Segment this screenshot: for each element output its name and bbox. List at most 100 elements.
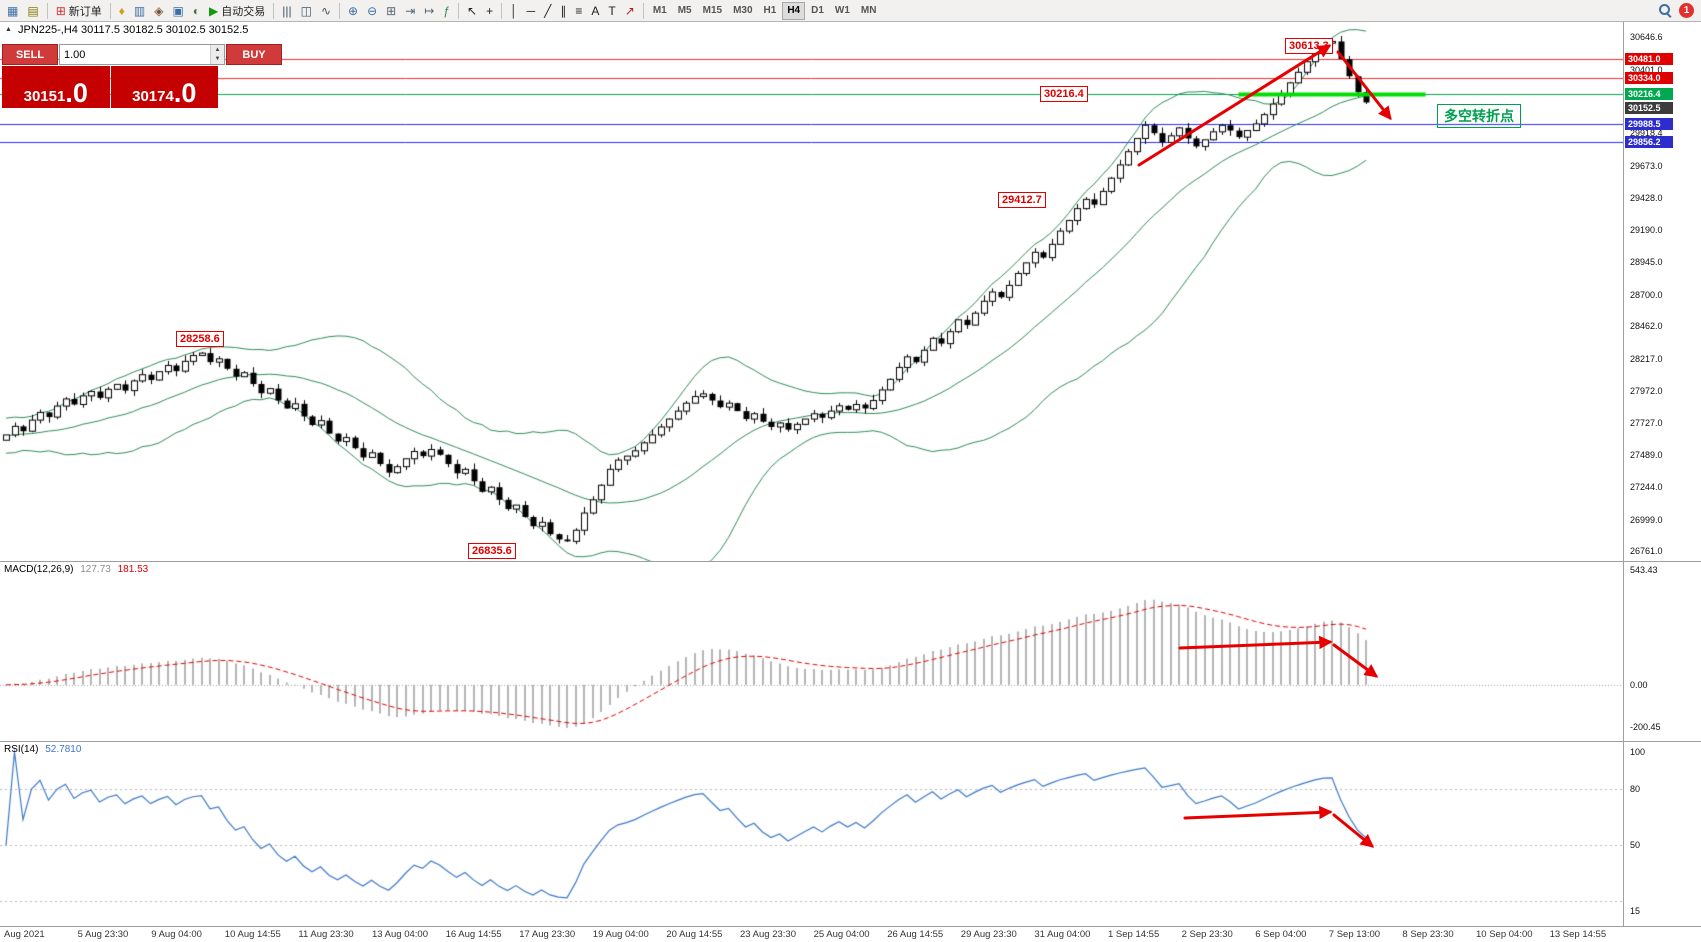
timeframe-m1-button[interactable]: M1 (648, 2, 672, 20)
macd-value-signal: 181.53 (117, 564, 149, 575)
price-annotation[interactable]: 28258.6 (176, 331, 224, 347)
sell-button[interactable]: SELL (2, 44, 58, 65)
crosshair-button[interactable]: + (482, 1, 497, 20)
macd-indicator-label: MACD(12,26,9) 127.73 181.53 (4, 564, 148, 575)
symbol-dropdown-arrow[interactable]: ▲ (5, 26, 12, 33)
equidistant-channel-icon: ∥ (560, 3, 567, 18)
time-axis-label: 11 Aug 23:30 (298, 929, 354, 940)
zoom-in-icon: ⊕ (348, 3, 359, 18)
navigator-button[interactable]: ◈ (150, 1, 167, 20)
rsi-axis-tick: 50 (1630, 840, 1641, 851)
chart-shift-button[interactable]: ↦ (420, 1, 438, 20)
zoom-in-button[interactable]: ⊕ (344, 1, 362, 20)
rsi-panel-canvas[interactable] (0, 742, 1623, 926)
annotation-note[interactable]: 多空转折点 (1437, 104, 1521, 128)
main-chart-canvas[interactable] (0, 22, 1623, 562)
time-axis-divider (0, 926, 1701, 927)
volume-input[interactable] (60, 45, 210, 64)
profiles-button[interactable]: ▤ (23, 1, 42, 20)
timeframe-h1-button[interactable]: H1 (759, 2, 782, 20)
rsi-axis-tick: 80 (1630, 784, 1641, 795)
auto-trading-button[interactable]: ▶ 自动交易 (205, 1, 269, 20)
panel-divider[interactable] (0, 741, 1701, 742)
price-axis-tick: 29918.4 (1630, 128, 1663, 139)
search-icon[interactable] (1658, 3, 1673, 18)
volume-decrease-button[interactable]: ▼ (211, 54, 224, 64)
timeframe-d1-button[interactable]: D1 (806, 2, 829, 20)
macd-axis-tick: -200.45 (1630, 722, 1661, 733)
panel-divider[interactable] (0, 561, 1701, 562)
new-order-button[interactable]: ⊞ 新订单 (52, 1, 106, 20)
time-axis-label: 5 Aug 23:30 (77, 929, 129, 940)
terminal-button[interactable]: ▣ (168, 1, 187, 20)
trendline-button[interactable]: ╱ (540, 1, 555, 20)
price-annotation[interactable]: 30216.4 (1040, 86, 1088, 102)
price-annotation[interactable]: 26835.6 (468, 543, 516, 559)
buy-price-frac: .0 (173, 78, 197, 109)
auto-scroll-button[interactable]: ⇥ (401, 1, 419, 20)
buy-button[interactable]: BUY (226, 44, 282, 65)
time-axis-label: 9 Aug 04:00 (151, 929, 202, 940)
timeframe-h4-button[interactable]: H4 (782, 1, 806, 20)
time-axis-label: 20 Aug 14:55 (666, 929, 723, 940)
price-axis-tick: 28700.0 (1630, 289, 1663, 300)
price-annotation[interactable]: 30613.3 (1285, 38, 1333, 54)
line-chart-button[interactable]: ∿ (317, 1, 335, 20)
buy-price[interactable]: 30174 .0 (110, 66, 218, 109)
text-label-icon: T (608, 3, 616, 18)
data-window-button[interactable]: ▥ (130, 1, 149, 20)
equidistant-channel-button[interactable]: ∥ (556, 1, 570, 20)
timeframe-m5-button[interactable]: M5 (673, 2, 697, 20)
macd-axis-tick: 543.43 (1630, 564, 1658, 575)
arrows-button[interactable]: ↗ (621, 1, 639, 20)
tile-windows-button[interactable]: ⊞ (382, 1, 400, 20)
new-order-label: 新订单 (68, 5, 102, 18)
price-axis-tick: 28945.0 (1630, 257, 1663, 268)
terminal-icon: ▣ (172, 3, 184, 18)
timeframe-mn-button[interactable]: MN (856, 2, 882, 20)
cursor-button[interactable]: ↖ (463, 1, 481, 20)
indicators-button[interactable]: ƒ (439, 1, 454, 20)
crosshair-icon: + (486, 3, 494, 18)
time-axis-label: 1 Sep 14:55 (1108, 929, 1160, 940)
sell-price[interactable]: 30151 .0 (2, 66, 110, 108)
market-watch-button[interactable]: ♦ (115, 1, 129, 20)
bar-chart-button[interactable]: ||| (278, 1, 295, 20)
text-button[interactable]: A (587, 1, 603, 20)
notification-badge[interactable]: 1 (1679, 3, 1694, 18)
price-axis-tick: 27727.0 (1630, 418, 1663, 429)
price-tag: 30334.0 (1625, 72, 1673, 85)
vertical-line-button[interactable]: │ (506, 1, 522, 20)
candlestick-chart-button[interactable]: ◫ (297, 1, 316, 20)
horizontal-line-button[interactable]: ─ (523, 1, 540, 20)
price-axis-tick: 26999.0 (1630, 514, 1663, 525)
timeframe-w1-button[interactable]: W1 (830, 2, 855, 20)
timeframe-m15-button[interactable]: M15 (698, 2, 727, 20)
navigator-icon: ◈ (154, 3, 164, 18)
zoom-out-icon: ⊖ (367, 3, 378, 18)
trade-header-row: SELL ▲ ▼ BUY (2, 44, 282, 65)
new-chart-button[interactable]: ▦ (3, 1, 22, 20)
volume-increase-button[interactable]: ▲ (211, 45, 224, 55)
time-axis-label: 26 Aug 14:55 (887, 929, 944, 940)
time-axis-label: 13 Aug 04:00 (372, 929, 428, 940)
volume-control: ▲ ▼ (59, 44, 225, 65)
fibonacci-button[interactable]: ≡ (571, 1, 586, 20)
chart-shift-icon: ↦ (424, 3, 435, 18)
macd-panel-canvas[interactable] (0, 562, 1623, 742)
strategy-tester-button[interactable]: ◐ (189, 1, 204, 20)
price-annotation[interactable]: 29412.7 (998, 192, 1046, 208)
symbol-info: ▲ JPN225-,H4 30117.5 30182.5 30102.5 301… (5, 24, 248, 36)
time-axis-label: 23 Aug 23:30 (740, 929, 796, 940)
time-axis-label: 31 Aug 04:00 (1034, 929, 1091, 940)
macd-value-main: 127.73 (80, 564, 111, 575)
text-label-button[interactable]: T (604, 1, 619, 20)
price-axis-tick: 28462.0 (1630, 321, 1663, 332)
timeframe-m30-button[interactable]: M30 (728, 2, 757, 20)
zoom-out-button[interactable]: ⊖ (363, 1, 381, 20)
time-axis-label: 8 Sep 23:30 (1402, 929, 1454, 940)
toolbar-left: ▦ ▤ ⊞ 新订单 ♦ ▥ ◈ ▣ ◐ ▶ 自动交易 ||| ◫ ∿ ⊕ ⊖ ⊞ ⇥ ↦ ƒ ↖ + │ ─ ╱ ∥ ≡ A T ↗ M1 M… (3, 0, 881, 22)
vertical-line-icon: │ (510, 3, 518, 18)
price-axis-tick: 29190.0 (1630, 224, 1663, 235)
